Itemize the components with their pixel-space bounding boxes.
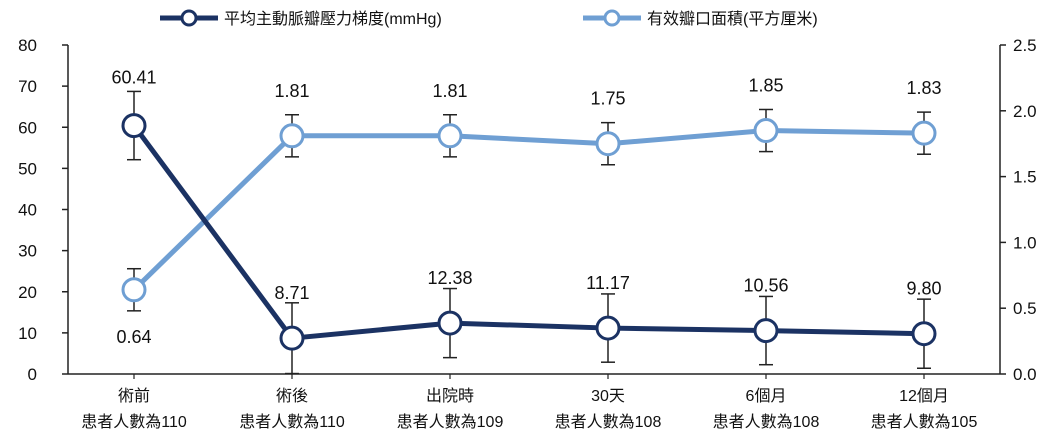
- data-label-area: 1.75: [590, 89, 625, 109]
- x-tick-sublabel: 患者人數為110: [239, 413, 345, 431]
- y-left-tick-label: 60: [18, 118, 37, 137]
- y-right-tick-label: 0.5: [1013, 299, 1037, 318]
- x-tick-label: 30天: [591, 388, 625, 405]
- point-area: [279, 123, 305, 149]
- point-area: [595, 131, 621, 157]
- x-tick-sublabel: 患者人數為108: [555, 413, 662, 431]
- x-tick-label: 12個月: [899, 387, 949, 405]
- y-left-tick-label: 0: [28, 365, 37, 384]
- x-tick-label: 出院時: [426, 387, 474, 405]
- y-left-tick-label: 50: [18, 159, 37, 178]
- data-label-gradient: 11.17: [586, 273, 630, 293]
- point-gradient: [279, 325, 305, 351]
- point-gradient: [437, 310, 463, 336]
- point-gradient: [911, 321, 937, 347]
- x-tick-sublabel: 患者人數為110: [81, 413, 187, 431]
- x-tick-label: 6個月: [746, 387, 787, 405]
- point-gradient: [121, 113, 147, 139]
- y-right-tick-label: 0.0: [1013, 365, 1037, 384]
- y-left-tick-label: 70: [18, 77, 37, 96]
- data-label-gradient: 10.56: [743, 276, 788, 296]
- point-area: [911, 120, 937, 146]
- y-left-tick-label: 10: [18, 324, 37, 343]
- point-gradient: [595, 315, 621, 341]
- data-label-gradient: 12.38: [427, 268, 472, 288]
- point-area: [753, 118, 779, 144]
- y-left-tick-label: 30: [18, 242, 37, 261]
- point-gradient: [753, 318, 779, 344]
- legend-marker-area: [603, 9, 621, 27]
- x-tick-sublabel: 患者人數為105: [871, 413, 978, 431]
- y-right-tick-label: 1.5: [1013, 168, 1037, 187]
- series-line-area: [132, 128, 925, 292]
- series-line-gradient: [131, 124, 925, 341]
- y-right-tick-label: 2.5: [1013, 36, 1037, 55]
- data-label-area: 0.64: [116, 327, 151, 347]
- data-label-gradient: 8.71: [274, 283, 309, 303]
- y-left-tick-label: 40: [18, 201, 37, 220]
- data-label-area: 1.81: [432, 81, 467, 101]
- y-left-tick-label: 20: [18, 283, 37, 302]
- data-label-area: 1.81: [274, 81, 309, 101]
- y-left-tick-label: 80: [18, 36, 37, 55]
- y-right-tick-label: 2.0: [1013, 102, 1037, 121]
- x-tick-label: 術後: [276, 387, 308, 405]
- data-label-area: 1.83: [906, 78, 941, 98]
- data-label-area: 1.85: [748, 76, 783, 96]
- point-area: [121, 277, 147, 303]
- data-label-gradient: 9.80: [906, 279, 941, 299]
- x-tick-label: 術前: [118, 387, 150, 405]
- x-tick-sublabel: 患者人數為109: [397, 413, 504, 431]
- x-tick-sublabel: 患者人數為108: [713, 413, 820, 431]
- point-area: [437, 123, 463, 149]
- legend-marker-gradient: [180, 9, 198, 27]
- legend-label-gradient: 平均主動脈瓣壓力梯度(mmHg): [224, 10, 442, 28]
- y-right-tick-label: 1.0: [1013, 233, 1037, 252]
- data-label-gradient: 60.41: [111, 68, 156, 88]
- legend-label-area: 有效瓣口面積(平方厘米): [647, 10, 818, 28]
